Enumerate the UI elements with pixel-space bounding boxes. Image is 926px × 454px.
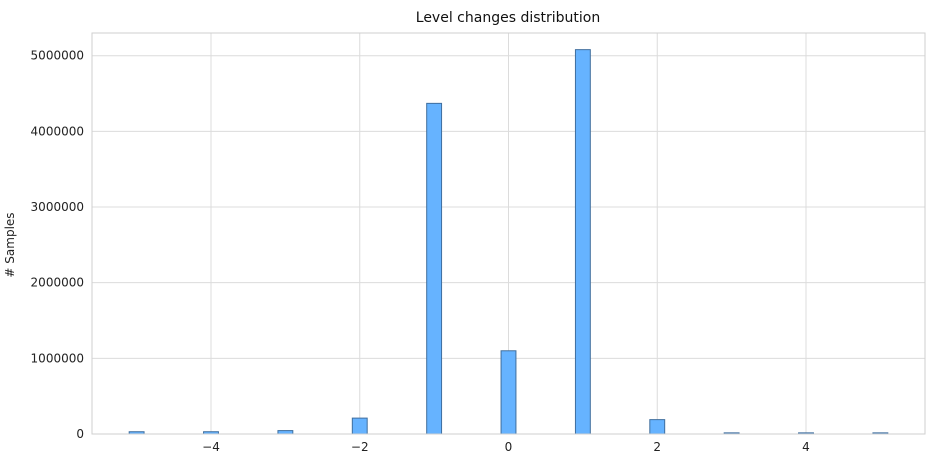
x-tick-labels: −4 −2 0 2 4 [202,440,810,454]
y-axis-label: # Samples [3,212,17,277]
y-tick-label: 3000000 [31,200,84,214]
y-tick-label: 1000000 [31,351,84,365]
plot-frame [91,32,926,435]
y-tick-labels: 0 1000000 2000000 3000000 4000000 5000000 [31,49,84,441]
histogram-bar [426,102,443,435]
histogram-bar [649,419,666,435]
y-tick-label: 2000000 [31,276,84,290]
x-tick-label: −2 [351,440,369,454]
x-tick-label: 0 [505,440,513,454]
y-tick-label: 5000000 [31,49,84,63]
grid-lines [92,33,925,435]
y-tick-label: 4000000 [31,124,84,138]
x-tick-label: 2 [653,440,661,454]
chart-title: Level changes distribution [416,10,600,26]
histogram-bar [574,49,591,435]
x-tick-label: −4 [202,440,220,454]
y-tick-label: 0 [76,427,84,441]
x-tick-label: 4 [802,440,810,454]
histogram-bar [277,430,294,435]
histogram-bar [351,417,368,435]
histogram-bar [500,350,517,435]
